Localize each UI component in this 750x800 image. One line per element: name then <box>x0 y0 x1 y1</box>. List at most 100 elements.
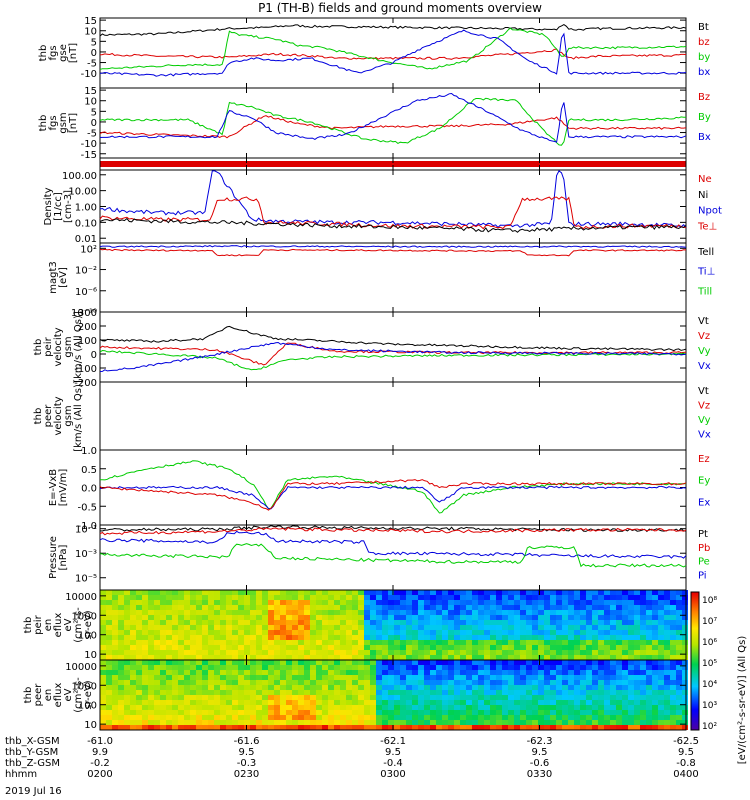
spec-cell <box>190 715 196 720</box>
spec-cell <box>664 600 670 605</box>
spec-cell <box>646 710 652 715</box>
spec-cell <box>556 690 562 695</box>
spec-cell <box>124 600 130 605</box>
spec-cell <box>226 630 232 635</box>
spec-cell <box>406 725 412 730</box>
spec-cell <box>598 680 604 685</box>
spec-cell <box>328 645 334 650</box>
spec-cell <box>100 620 106 625</box>
spec-cell <box>364 620 370 625</box>
spec-cell <box>304 675 310 680</box>
spec-cell <box>334 675 340 680</box>
spec-cell <box>232 600 238 605</box>
spec-cell <box>508 600 514 605</box>
spec-cell <box>616 600 622 605</box>
spec-cell <box>112 615 118 620</box>
spec-cell <box>676 695 682 700</box>
spec-cell <box>598 590 604 595</box>
spec-cell <box>382 650 388 655</box>
spec-cell <box>118 665 124 670</box>
spec-cell <box>232 615 238 620</box>
spec-cell <box>520 695 526 700</box>
spec-cell <box>646 625 652 630</box>
spec-cell <box>454 700 460 705</box>
colorbar-cell <box>691 685 699 687</box>
spec-cell <box>544 665 550 670</box>
spec-cell <box>340 685 346 690</box>
spec-cell <box>310 605 316 610</box>
spec-cell <box>604 715 610 720</box>
spec-cell <box>106 665 112 670</box>
spec-cell <box>118 655 124 660</box>
spec-cell <box>202 720 208 725</box>
spec-cell <box>394 695 400 700</box>
spec-cell <box>136 590 142 595</box>
spec-cell <box>424 625 430 630</box>
spec-cell <box>430 685 436 690</box>
spec-cell <box>124 610 130 615</box>
spec-cell <box>118 720 124 725</box>
spec-cell <box>454 690 460 695</box>
spec-cell <box>616 710 622 715</box>
spec-cell <box>196 605 202 610</box>
spec-cell <box>550 690 556 695</box>
legend-label: Bx <box>698 132 711 143</box>
spec-cell <box>538 720 544 725</box>
spec-cell <box>394 610 400 615</box>
spec-cell <box>460 710 466 715</box>
spec-cell <box>610 720 616 725</box>
spec-cell <box>160 715 166 720</box>
spec-cell <box>340 715 346 720</box>
spec-cell <box>610 620 616 625</box>
spec-cell <box>166 675 172 680</box>
spec-cell <box>142 605 148 610</box>
spec-cell <box>424 710 430 715</box>
spec-cell <box>304 650 310 655</box>
spec-cell <box>646 620 652 625</box>
spec-cell <box>598 690 604 695</box>
spec-cell <box>538 630 544 635</box>
spec-cell <box>472 655 478 660</box>
spec-cell <box>322 640 328 645</box>
spec-cell <box>166 650 172 655</box>
spec-cell <box>436 710 442 715</box>
spec-cell <box>136 655 142 660</box>
spec-cell <box>616 635 622 640</box>
spec-cell <box>520 595 526 600</box>
spec-cell <box>460 650 466 655</box>
spec-cell <box>454 650 460 655</box>
spec-cell <box>478 630 484 635</box>
spec-cell <box>652 615 658 620</box>
spec-cell <box>484 665 490 670</box>
spec-cell <box>544 595 550 600</box>
spec-cell <box>508 725 514 730</box>
spec-cell <box>562 600 568 605</box>
spec-cell <box>118 695 124 700</box>
spec-cell <box>520 710 526 715</box>
colorbar-cell <box>691 664 699 666</box>
spec-cell <box>136 680 142 685</box>
spec-cell <box>598 675 604 680</box>
spec-cell <box>280 695 286 700</box>
spec-cell <box>490 625 496 630</box>
spec-cell <box>340 610 346 615</box>
colorbar-cell <box>691 700 699 702</box>
spec-cell <box>502 610 508 615</box>
spec-cell <box>376 615 382 620</box>
spec-cell <box>286 700 292 705</box>
spec-cell <box>484 720 490 725</box>
spec-cell <box>556 595 562 600</box>
spec-cell <box>538 700 544 705</box>
spec-cell <box>532 635 538 640</box>
spec-cell <box>124 675 130 680</box>
spec-cell <box>652 625 658 630</box>
spec-cell <box>640 715 646 720</box>
spec-cell <box>154 675 160 680</box>
spec-cell <box>244 640 250 645</box>
spec-cell <box>328 650 334 655</box>
spec-cell <box>406 650 412 655</box>
spec-cell <box>622 595 628 600</box>
spec-cell <box>412 595 418 600</box>
spec-cell <box>658 690 664 695</box>
y-axis-label: thb <box>33 339 44 356</box>
